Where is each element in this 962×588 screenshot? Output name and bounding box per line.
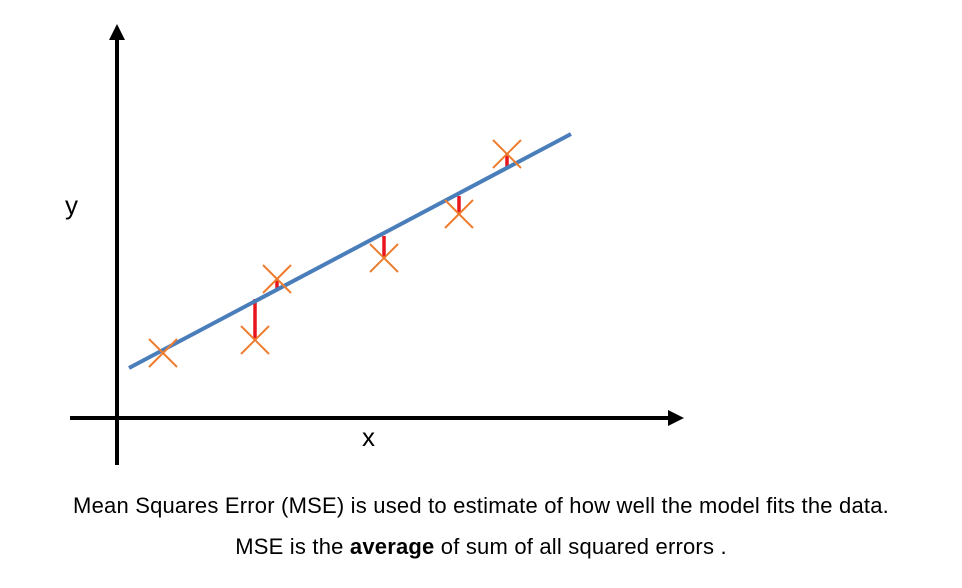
x-cross-icon	[262, 264, 292, 294]
caption-line-2: MSE is the average of sum of all squared…	[0, 534, 962, 560]
caption-line-1: Mean Squares Error (MSE) is used to esti…	[73, 493, 889, 518]
x-cross-icon	[444, 199, 474, 229]
caption-line-2-end: of sum of all squared errors .	[434, 534, 727, 559]
x-cross-icon	[369, 243, 399, 273]
mse-diagram: y x	[65, 24, 684, 465]
caption-emphasis: average	[349, 534, 435, 559]
x-cross-icon	[148, 338, 178, 368]
error-bars	[253, 153, 509, 340]
x-cross-icon	[240, 325, 270, 355]
data-points	[148, 139, 522, 368]
caption-line-2-start: MSE is the	[235, 534, 350, 559]
y-axis-label: y	[65, 190, 78, 220]
regression-line	[128, 132, 572, 370]
x-cross-icon	[492, 139, 522, 169]
x-axis-label: x	[362, 422, 375, 452]
